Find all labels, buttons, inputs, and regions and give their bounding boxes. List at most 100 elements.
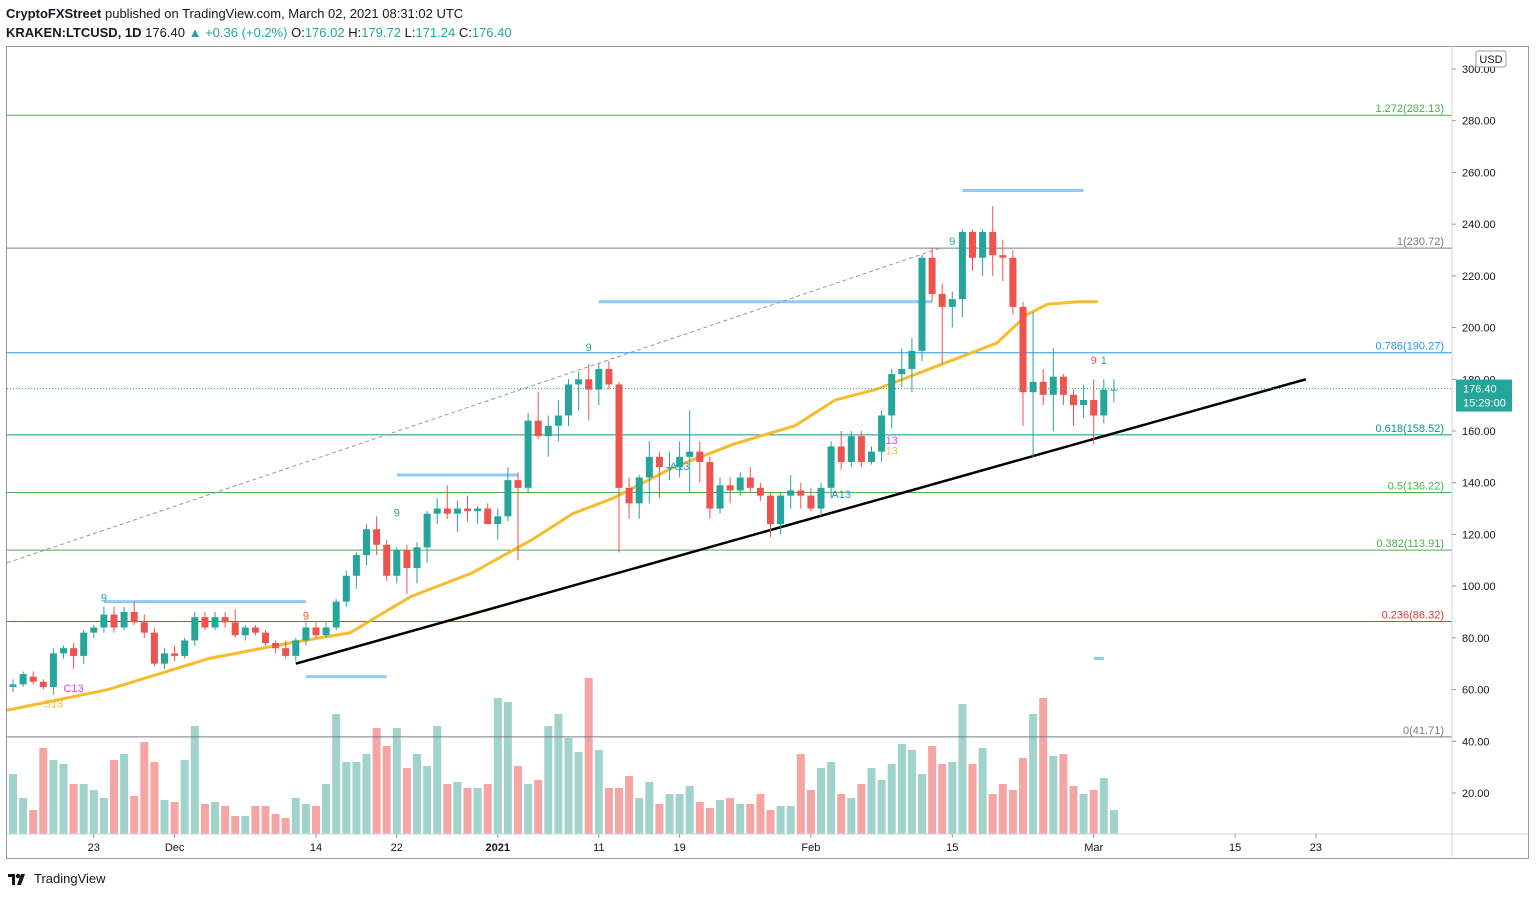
candle-body	[1080, 399, 1088, 406]
volume-bar	[352, 762, 361, 834]
candle-body	[787, 490, 795, 496]
volume-bar	[867, 768, 876, 834]
candle-body	[403, 549, 411, 569]
volume-bar	[534, 780, 543, 834]
candle-body	[1049, 376, 1057, 395]
moving-average-line	[6, 300, 1098, 712]
candle	[120, 606, 128, 631]
candle-body	[19, 674, 27, 685]
candle	[100, 606, 108, 633]
candle-body	[342, 575, 350, 602]
candle-body	[1100, 389, 1108, 416]
candle-body	[39, 681, 47, 687]
candle	[363, 524, 370, 566]
candle	[595, 363, 603, 406]
close-label: C:	[458, 25, 472, 40]
candle-body	[837, 446, 845, 463]
candle	[130, 601, 138, 625]
candle	[625, 477, 633, 519]
price-tick-label: 120.00	[1462, 529, 1496, 541]
fib-anchor-dashed-line	[6, 246, 943, 564]
candle	[736, 472, 744, 496]
time-tick-label: 23	[88, 842, 100, 854]
candle-body	[120, 611, 128, 628]
candle-body	[494, 516, 502, 525]
volume-bar	[584, 678, 593, 834]
td-label: C13	[64, 683, 84, 695]
volume-bar	[231, 816, 240, 834]
candle	[140, 614, 148, 638]
candle	[433, 498, 441, 525]
candle	[1009, 250, 1017, 315]
low-value: 171.24	[415, 25, 456, 40]
volume-bar	[756, 794, 765, 834]
volume-bar	[423, 766, 432, 834]
volume-bar	[241, 816, 250, 834]
price-tick-label: 200.00	[1462, 323, 1496, 335]
candle-body	[181, 640, 189, 656]
candle	[413, 542, 421, 584]
time-tick-label: 22	[391, 842, 403, 854]
candle	[70, 643, 78, 669]
candle-body	[645, 456, 653, 478]
candle	[847, 430, 855, 468]
price-axis[interactable]: 20.00 40.00 60.00 80.00 100.00 120.00 140.00 16…	[7, 46, 1528, 859]
candle	[383, 539, 391, 581]
candle-body	[292, 640, 300, 656]
volume-bar	[857, 784, 866, 834]
candle-body	[1019, 306, 1027, 393]
candle-body	[857, 436, 865, 463]
volume-bar	[806, 790, 815, 834]
candle	[605, 361, 613, 390]
time-tick-label: 2021	[486, 842, 510, 854]
candle-body	[969, 231, 976, 258]
volume-bar	[978, 748, 987, 834]
volume-bar	[59, 764, 68, 834]
candle-body	[443, 508, 451, 514]
time-axis[interactable]: 23 Dec 14 22 2021 11 19 Feb 15 Mar 15 23	[88, 834, 1322, 854]
volume-bar	[1008, 790, 1017, 834]
last-price-marker: 176.40 15:29:00	[7, 379, 1512, 412]
candle-body	[171, 653, 179, 656]
last-price-label: 176.40	[1463, 384, 1497, 396]
candle-body	[928, 257, 936, 294]
volume-bar	[1079, 794, 1088, 834]
volume-bar	[918, 774, 926, 834]
time-tick-label: 23	[1310, 842, 1322, 854]
publish-line: CryptoFXStreet published on TradingView.…	[6, 4, 1526, 23]
candle-body	[948, 299, 956, 307]
countdown-label: 15:29:00	[1463, 398, 1506, 410]
volume-bar	[79, 784, 88, 834]
volume-bar	[332, 714, 341, 834]
candle-body	[565, 384, 572, 416]
candle-body	[979, 231, 987, 258]
footer-brand[interactable]: TradingView	[8, 871, 106, 886]
candle-body	[201, 617, 209, 628]
candle	[9, 679, 17, 693]
symbol-name[interactable]: KRAKEN:LTCUSD, 1D	[6, 25, 142, 40]
candle	[464, 495, 471, 522]
volume-bar	[938, 764, 947, 834]
volume-bar	[1099, 778, 1108, 834]
volume-bar	[766, 810, 775, 834]
candle-body	[322, 627, 330, 636]
candle	[272, 640, 280, 654]
candle	[948, 291, 956, 328]
publisher-name[interactable]: CryptoFXStreet	[6, 6, 102, 21]
volume-bar	[1029, 714, 1038, 834]
candle-body	[80, 632, 88, 656]
candle-body	[878, 415, 886, 452]
candle	[756, 482, 764, 501]
candle	[312, 622, 320, 638]
candle	[928, 247, 936, 302]
candle-body	[150, 632, 158, 664]
volume-bar	[433, 726, 442, 834]
candle	[544, 415, 552, 457]
candle-body	[251, 627, 259, 633]
candle-body	[383, 544, 391, 576]
candle-body	[221, 617, 229, 623]
candle-body	[433, 508, 441, 514]
volume-bar	[49, 760, 58, 834]
candle-body	[423, 513, 431, 548]
